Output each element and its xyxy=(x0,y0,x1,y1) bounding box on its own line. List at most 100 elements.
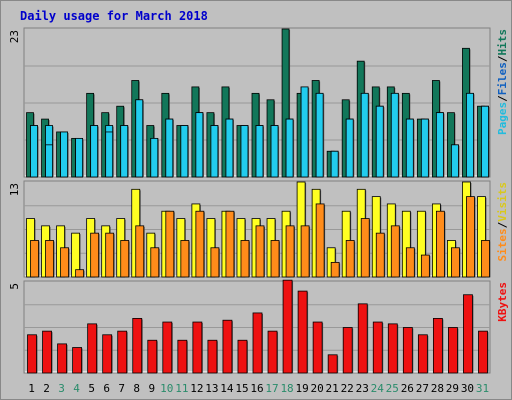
bar-sites-day-11 xyxy=(180,240,190,278)
panel-legend: KBytes xyxy=(496,282,509,322)
bar-sites-day-27 xyxy=(420,254,430,278)
x-tick-label-day-16: 16 xyxy=(250,382,263,395)
bar-kbytes-day-24 xyxy=(372,321,383,374)
panel-legend: Pages/Files/Hits xyxy=(496,29,509,135)
x-tick-label-day-22: 22 xyxy=(341,382,354,395)
bar-pages-day-20 xyxy=(315,92,324,178)
y-max-label: 13 xyxy=(8,183,21,196)
bar-kbytes-day-5 xyxy=(87,323,98,374)
bar-pages-day-6 xyxy=(105,131,114,178)
legend-entry: / xyxy=(496,95,509,102)
bar-pages-day-31 xyxy=(481,105,489,178)
x-tick-label-day-3: 3 xyxy=(58,382,65,395)
bar-kbytes-day-16 xyxy=(252,312,263,374)
bar-sites-day-14 xyxy=(225,210,235,278)
bar-sites-day-15 xyxy=(240,240,250,278)
bar-sites-day-13 xyxy=(210,247,220,278)
bar-kbytes-day-17 xyxy=(267,330,278,374)
x-tick-label-day-28: 28 xyxy=(431,382,444,395)
series-pages xyxy=(30,86,490,178)
bar-kbytes-day-26 xyxy=(402,327,413,374)
x-tick-label-day-10: 10 xyxy=(160,382,173,395)
bar-pages-day-22 xyxy=(345,118,354,178)
bar-kbytes-day-14 xyxy=(222,319,233,374)
x-tick-label-day-7: 7 xyxy=(118,382,125,395)
x-tick-label-day-13: 13 xyxy=(205,382,218,395)
bar-pages-day-1 xyxy=(30,125,38,178)
bar-sites-day-12 xyxy=(195,210,205,278)
bar-kbytes-day-1 xyxy=(27,334,37,374)
bar-kbytes-day-8 xyxy=(132,317,143,374)
bar-hits-day-18 xyxy=(281,28,290,178)
x-tick-label-day-11: 11 xyxy=(175,382,188,395)
x-tick-label-day-24: 24 xyxy=(371,382,385,395)
series-kbytes xyxy=(27,279,489,374)
bar-pages-day-16 xyxy=(255,125,264,178)
y-max-label: 23 xyxy=(8,30,21,43)
bar-pages-day-28 xyxy=(435,112,444,178)
bar-pages-day-21 xyxy=(330,150,339,178)
panel-hits-files-pages: 23 Pages/Files/Hits xyxy=(8,27,509,178)
bar-pages-day-7 xyxy=(120,125,129,178)
bar-sites-day-26 xyxy=(405,247,415,278)
bar-sites-day-30 xyxy=(466,196,475,278)
series-sites xyxy=(30,196,491,278)
bar-pages-day-18 xyxy=(285,118,294,178)
bar-sites-day-25 xyxy=(390,225,400,278)
bar-sites-day-5 xyxy=(90,232,100,278)
bar-sites-day-7 xyxy=(120,240,130,278)
bar-pages-day-29 xyxy=(451,144,459,178)
y-max-label: 5 xyxy=(8,283,21,290)
bar-pages-day-12 xyxy=(195,112,204,178)
bar-kbytes-day-27 xyxy=(417,334,428,374)
x-tick-label-day-4: 4 xyxy=(73,382,80,395)
bar-sites-day-31 xyxy=(481,240,490,278)
x-tick-label-day-30: 30 xyxy=(461,382,474,395)
bar-sites-day-4 xyxy=(75,269,85,278)
bar-sites-day-8 xyxy=(135,225,145,278)
bar-sites-day-10 xyxy=(165,210,175,278)
x-tick-label-day-31: 31 xyxy=(476,382,489,395)
bar-kbytes-day-6 xyxy=(102,334,113,374)
bar-kbytes-day-19 xyxy=(297,290,308,374)
x-tick-label-day-15: 15 xyxy=(235,382,248,395)
bar-sites-day-28 xyxy=(435,210,445,278)
legend-entry: KBytes xyxy=(496,282,509,322)
bar-pages-day-26 xyxy=(405,118,414,178)
bar-pages-day-5 xyxy=(90,125,99,178)
bar-kbytes-day-28 xyxy=(432,317,443,374)
bar-pages-day-13 xyxy=(210,125,219,178)
x-tick-label-day-21: 21 xyxy=(326,382,339,395)
bar-kbytes-day-2 xyxy=(42,330,52,374)
bar-pages-day-25 xyxy=(390,92,399,178)
bar-sites-day-6 xyxy=(105,232,115,278)
legend-entry: / xyxy=(496,221,509,228)
x-tick-label-day-25: 25 xyxy=(386,382,399,395)
x-tick-label-day-9: 9 xyxy=(148,382,155,395)
bar-kbytes-day-21 xyxy=(327,354,338,374)
bar-kbytes-day-30 xyxy=(463,294,473,374)
bar-sites-day-22 xyxy=(345,240,355,278)
bar-kbytes-day-29 xyxy=(448,327,458,374)
x-tick-label-day-6: 6 xyxy=(103,382,110,395)
bar-kbytes-day-13 xyxy=(207,339,218,374)
bar-pages-day-24 xyxy=(375,105,384,178)
bar-pages-day-2 xyxy=(45,144,53,178)
bar-pages-day-17 xyxy=(270,125,279,178)
x-tick-label-day-18: 18 xyxy=(280,382,293,395)
bar-pages-day-15 xyxy=(240,125,249,178)
bar-sites-day-24 xyxy=(375,232,385,278)
x-tick-label-day-20: 20 xyxy=(311,382,324,395)
bar-kbytes-day-7 xyxy=(117,330,128,374)
bar-pages-day-8 xyxy=(135,99,144,178)
bar-kbytes-day-4 xyxy=(72,347,83,374)
bar-sites-day-3 xyxy=(60,247,69,278)
bar-pages-day-19 xyxy=(300,86,309,178)
x-tick-label-day-12: 12 xyxy=(190,382,203,395)
bar-pages-day-4 xyxy=(75,137,84,178)
chart-title: Daily usage for March 2018 xyxy=(20,9,208,23)
bar-pages-day-27 xyxy=(420,118,429,178)
bar-kbytes-day-11 xyxy=(177,339,188,374)
